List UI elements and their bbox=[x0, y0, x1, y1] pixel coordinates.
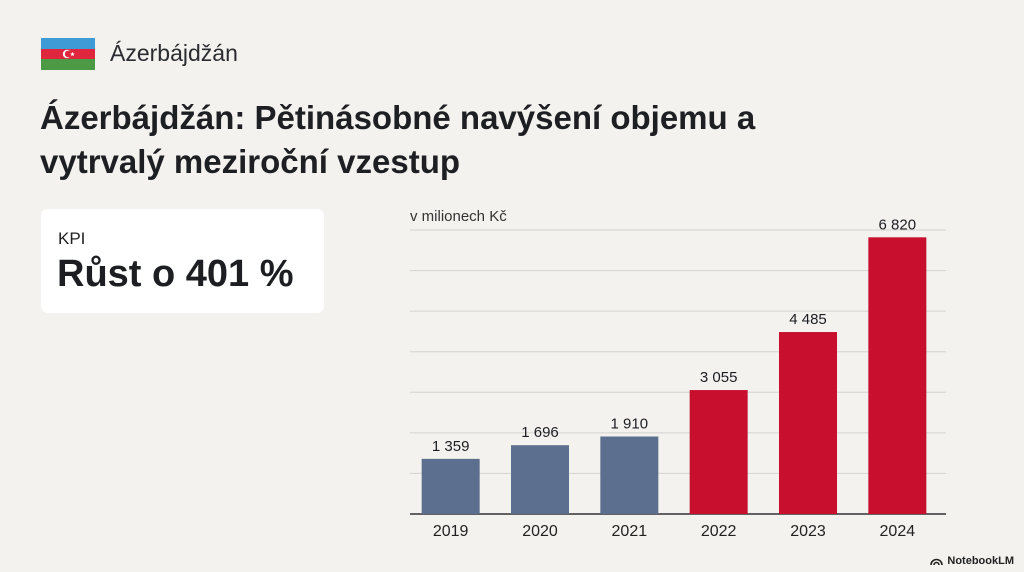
watermark: NotebookLM bbox=[930, 555, 1014, 567]
bar-2022 bbox=[689, 390, 748, 514]
data-label-2024: 6 820 bbox=[879, 216, 917, 233]
data-label-2021: 1 910 bbox=[611, 416, 649, 433]
x-tick-label-2022: 2022 bbox=[701, 523, 737, 540]
flag-band-green bbox=[41, 59, 95, 70]
kpi-value: Růst o 401 % bbox=[57, 253, 294, 295]
x-tick-label-2021: 2021 bbox=[612, 523, 648, 540]
notebooklm-logo-icon bbox=[930, 558, 944, 565]
data-label-2022: 3 055 bbox=[700, 369, 738, 386]
flag-band-blue bbox=[41, 38, 95, 49]
x-tick-label-2024: 2024 bbox=[880, 523, 916, 540]
page-title: Ázerbájdžán: Pětinásobné navýšení objemu… bbox=[40, 99, 756, 180]
bar-2020 bbox=[511, 445, 569, 514]
bar-2021 bbox=[600, 436, 659, 514]
bar-2024 bbox=[868, 237, 927, 514]
x-tick-label-2023: 2023 bbox=[790, 523, 826, 540]
country-name: Ázerbájdžán bbox=[110, 40, 238, 66]
y-axis-unit-label: v milionech Kč bbox=[410, 208, 507, 225]
azerbaijan-flag bbox=[41, 38, 95, 70]
kpi-card: KPI Růst o 401 % bbox=[41, 209, 324, 313]
data-label-2019: 1 359 bbox=[432, 438, 470, 455]
data-label-2020: 1 696 bbox=[521, 424, 559, 441]
data-label-2023: 4 485 bbox=[789, 311, 827, 328]
watermark-text: NotebookLM bbox=[947, 555, 1014, 567]
bar-2023 bbox=[779, 332, 837, 514]
x-tick-label-2019: 2019 bbox=[433, 523, 469, 540]
crescent-star-icon bbox=[62, 49, 75, 59]
bar-2019 bbox=[421, 458, 480, 514]
x-tick-label-2020: 2020 bbox=[522, 523, 558, 540]
kpi-label: KPI bbox=[58, 229, 86, 248]
